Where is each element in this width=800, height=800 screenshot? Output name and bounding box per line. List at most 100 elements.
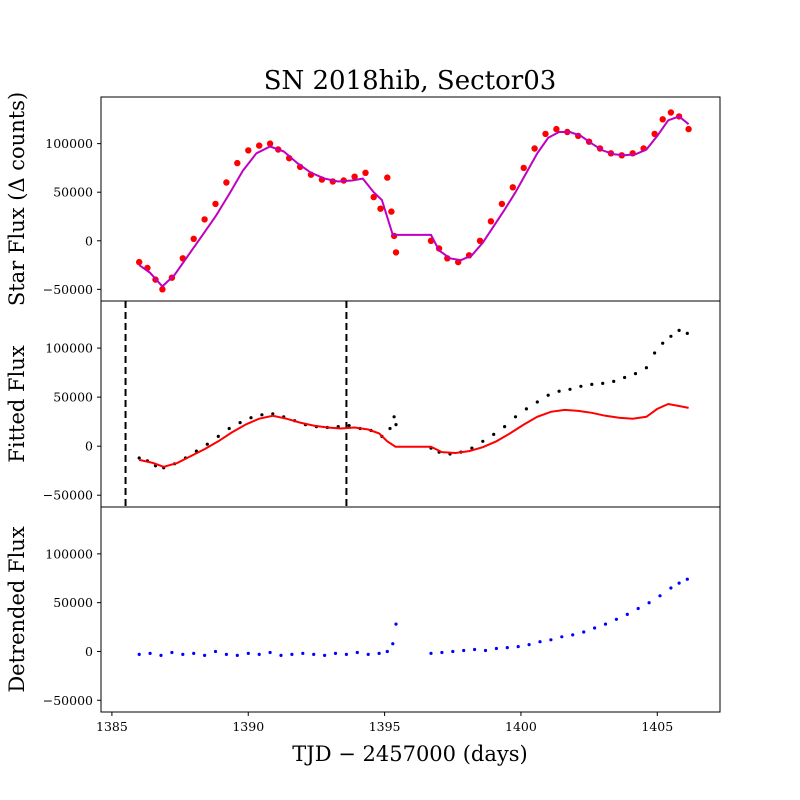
data-point	[524, 407, 529, 411]
data-point	[246, 651, 250, 656]
data-point	[323, 653, 327, 658]
data-point	[347, 424, 351, 428]
data-point	[429, 651, 433, 656]
data-point	[391, 642, 395, 646]
data-point	[355, 650, 359, 655]
data-point	[159, 286, 166, 293]
data-point	[192, 651, 196, 656]
data-point	[159, 653, 163, 658]
data-point	[593, 626, 597, 630]
data-point	[377, 651, 381, 656]
data-point	[333, 651, 338, 656]
data-point	[266, 140, 274, 147]
data-point	[516, 645, 520, 649]
x-axis-label: TJD − 2457000 (days)	[292, 742, 527, 766]
data-point	[476, 237, 484, 244]
data-point	[667, 109, 675, 116]
data-point	[625, 612, 629, 617]
data-point	[234, 159, 241, 167]
data-point	[148, 651, 152, 656]
data-point	[542, 130, 549, 138]
data-point	[440, 650, 444, 655]
data-point	[612, 379, 616, 383]
data-point	[677, 328, 681, 332]
data-point	[470, 446, 474, 450]
data-point	[658, 594, 662, 598]
data-point	[661, 341, 665, 345]
y-axis-label: Fitted Flux	[5, 345, 29, 463]
y-axis-label: Star Flux (Δ counts)	[5, 92, 29, 306]
data-point	[487, 218, 495, 225]
y-tick-label: 100000	[45, 341, 93, 356]
y-tick-label: 50000	[53, 185, 93, 200]
data-point	[644, 366, 649, 370]
data-point	[362, 169, 369, 176]
data-point	[685, 577, 689, 581]
x-tick-label: 1405	[641, 719, 673, 734]
data-point	[203, 653, 207, 658]
data-point	[256, 142, 263, 149]
y-tick-label: 0	[85, 233, 93, 248]
x-axis: 1385 1390 1395 1400 1405	[96, 712, 673, 734]
data-point	[531, 145, 538, 152]
data-point	[503, 425, 507, 429]
x-tick-label: 1390	[232, 719, 264, 734]
data-point	[344, 652, 348, 657]
data-point	[388, 426, 392, 431]
y-tick-label: 100000	[45, 136, 93, 151]
data-point	[653, 351, 657, 355]
data-point	[603, 622, 608, 626]
chart-title: SN 2018hib, Sector03	[264, 66, 557, 96]
data-point	[394, 622, 398, 626]
data-point	[212, 200, 219, 208]
data-point	[227, 426, 231, 431]
y-tick-label: −50000	[43, 282, 93, 297]
data-point	[201, 216, 208, 223]
data-point	[483, 648, 488, 653]
panel-frame	[100, 96, 721, 302]
panel-plot-area	[137, 328, 689, 470]
data-point	[538, 640, 542, 644]
data-point	[560, 635, 564, 639]
data-point	[669, 586, 673, 590]
data-point	[647, 601, 651, 605]
panel-frame	[100, 300, 721, 508]
panel-star: −50000 0 50000 100000 Star Flux (Δ counts)	[5, 92, 721, 306]
data-point	[137, 652, 141, 657]
data-point	[520, 164, 527, 172]
data-point	[223, 179, 230, 186]
data-point	[271, 412, 275, 416]
panel-detrended: −50000 0 50000 100000 Detrended Flux	[5, 506, 721, 713]
data-point	[590, 382, 594, 386]
data-point	[685, 125, 692, 133]
data-point	[290, 652, 294, 657]
data-point	[633, 372, 638, 376]
data-point	[245, 147, 252, 154]
data-point	[136, 258, 143, 266]
data-point	[392, 415, 396, 419]
data-point	[553, 125, 560, 133]
data-point	[190, 235, 197, 242]
data-point	[370, 193, 377, 201]
x-tick-label: 1400	[505, 719, 537, 734]
data-point	[651, 130, 658, 138]
data-point	[394, 423, 398, 427]
y-tick-label: 0	[85, 439, 93, 454]
data-point	[392, 249, 400, 256]
data-point	[351, 173, 358, 180]
data-point	[312, 652, 316, 657]
data-point	[170, 650, 174, 655]
y-tick-label: 100000	[45, 546, 93, 561]
y-tick-label: 50000	[53, 595, 93, 610]
data-point	[249, 416, 253, 420]
data-point	[571, 633, 575, 637]
panel-plot-area	[137, 577, 689, 658]
y-tick-label: 50000	[53, 390, 93, 405]
y-tick-label: −50000	[43, 488, 93, 503]
data-point	[568, 387, 572, 391]
data-point	[366, 652, 370, 657]
data-point	[224, 652, 228, 657]
x-tick-label: 1395	[369, 719, 401, 734]
data-point	[205, 442, 209, 446]
data-point	[377, 205, 384, 212]
